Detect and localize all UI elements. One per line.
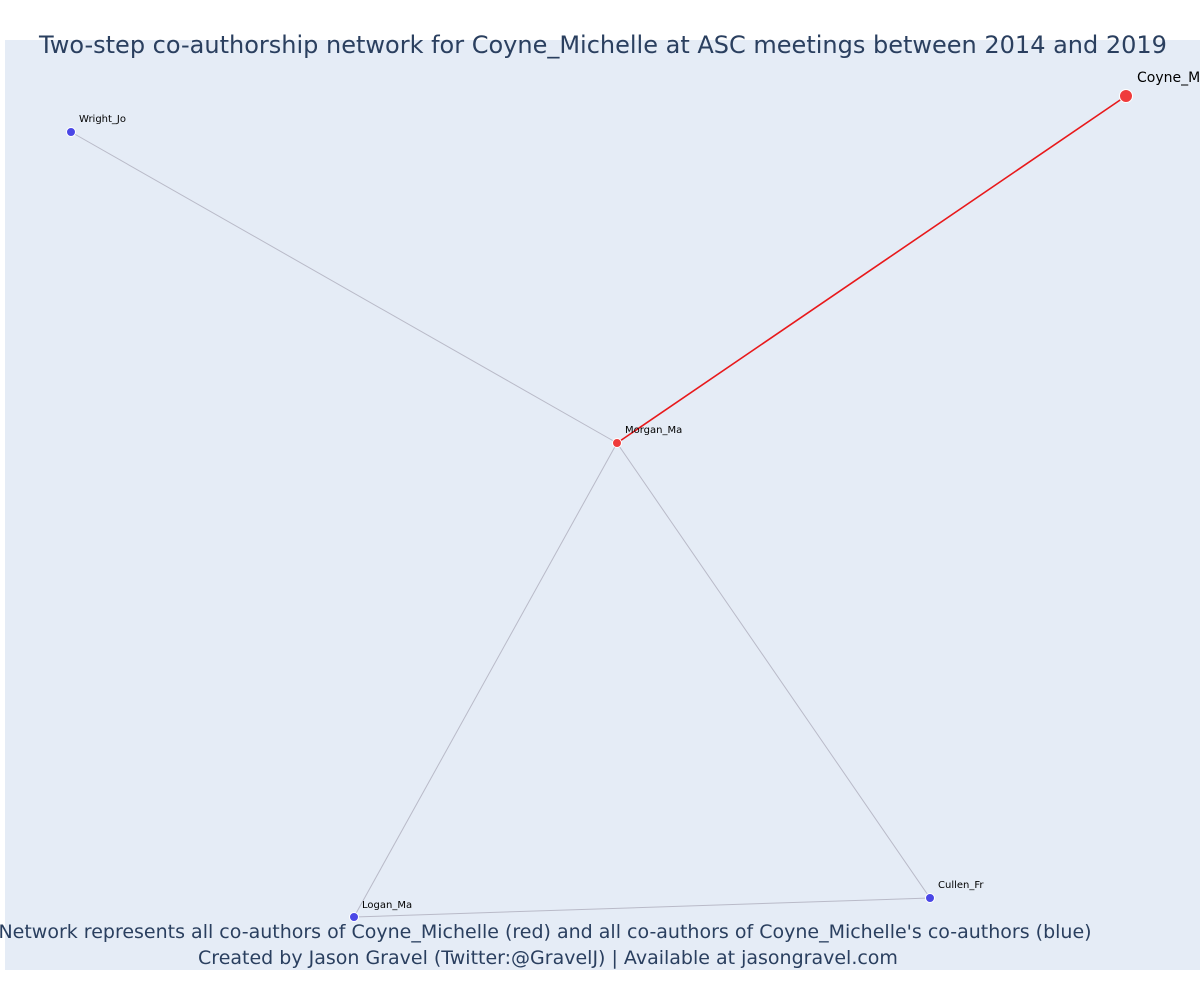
edge-morgan_ma-cullen_fr <box>616 442 931 899</box>
edge-logan_ma-cullen_fr <box>353 897 931 918</box>
node-wright_jo[interactable] <box>66 127 76 137</box>
edge-morgan_ma-logan_ma <box>353 442 618 918</box>
labels-layer: Coyne_M Morgan_Ma Wright_Jo Logan_Ma Cullen_… <box>79 70 1200 911</box>
edge-coyne_michelle-morgan_ma <box>616 95 1127 444</box>
caption-line-1: Network represents all co-authors of Coy… <box>0 921 1092 943</box>
node-label-coyne_michelle: Coyne_M <box>1137 70 1200 86</box>
plot-background <box>5 40 1200 970</box>
node-cullen_fr[interactable] <box>925 893 935 903</box>
node-label-cullen_fr: Cullen_Fr <box>938 880 984 891</box>
node-label-wright_jo: Wright_Jo <box>79 114 126 125</box>
node-logan_ma[interactable] <box>349 912 359 922</box>
chart-title: Two-step co-authorship network for Coyne… <box>38 31 1167 59</box>
node-morgan_ma[interactable] <box>612 438 622 448</box>
nodes-layer <box>66 89 1133 922</box>
caption-line-2: Created by Jason Gravel (Twitter:@Gravel… <box>198 947 898 969</box>
edges-layer <box>70 95 1127 918</box>
node-label-morgan_ma: Morgan_Ma <box>625 425 682 436</box>
node-coyne_michelle[interactable] <box>1119 89 1133 103</box>
edge-morgan_ma-wright_jo <box>70 131 618 444</box>
node-label-logan_ma: Logan_Ma <box>362 900 412 911</box>
